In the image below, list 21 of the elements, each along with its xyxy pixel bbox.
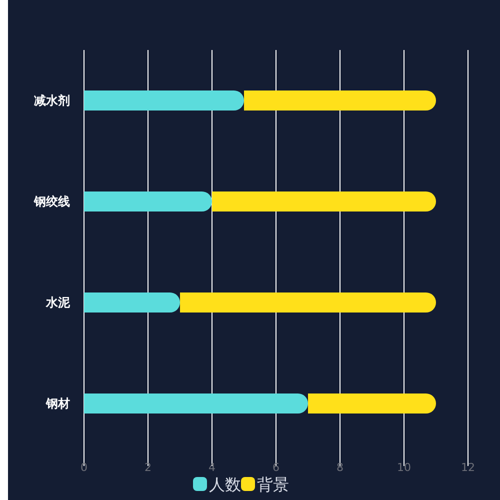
y-tick-label: 减水剂 — [34, 94, 70, 108]
x-tick-label: 10 — [397, 461, 411, 474]
x-tick-label: 12 — [461, 461, 475, 474]
bar — [308, 394, 436, 414]
bar — [212, 192, 436, 212]
y-tick-label: 水泥 — [45, 296, 71, 310]
y-tick-label: 钢绞线 — [33, 194, 70, 208]
x-tick-label: 4 — [208, 461, 216, 474]
bar — [244, 90, 436, 110]
x-tick-label: 2 — [144, 461, 152, 474]
x-tick-label: 8 — [336, 461, 344, 474]
bar — [180, 292, 436, 312]
y-tick-label: 钢材 — [45, 396, 70, 410]
x-tick-label: 6 — [272, 461, 280, 474]
bar — [84, 292, 180, 312]
bar — [84, 90, 244, 110]
bar — [84, 192, 212, 212]
legend-label: 人数 — [209, 475, 241, 494]
legend-label: 背景 — [257, 475, 289, 494]
x-tick-label: 0 — [80, 461, 88, 474]
bar — [84, 394, 308, 414]
